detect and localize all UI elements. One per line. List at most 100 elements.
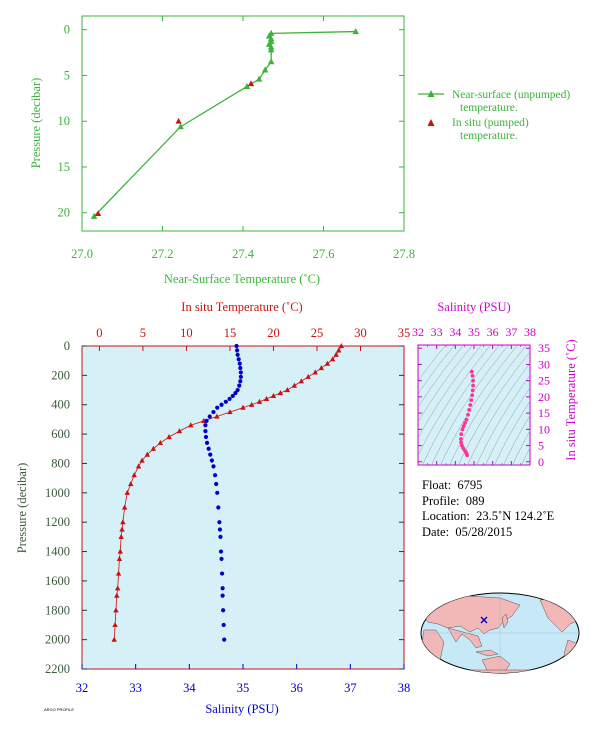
chart2-bottom-tick-label: 38 <box>398 681 411 695</box>
unpumped-point <box>243 82 251 89</box>
salinity-point <box>217 520 222 525</box>
near-surface-temperature-chart: 27.0 27.2 27.4 27.6 27.8 0 5 10 15 20 Near-Surfac… <box>29 15 570 286</box>
density-contour-line <box>418 345 482 439</box>
salinity-point <box>234 348 240 353</box>
chart3-y-tick-label: 25 <box>538 374 550 388</box>
salinity-point <box>206 446 211 451</box>
footer-text: ARGO PROFILE <box>44 707 75 712</box>
salinity-point <box>203 429 208 434</box>
legend-marker-pumped <box>427 119 435 126</box>
salinity-point <box>212 473 218 478</box>
temperature-point <box>284 387 291 393</box>
density-contour-line <box>418 345 464 408</box>
ts-point <box>465 453 469 458</box>
salinity-point <box>235 387 240 393</box>
float-info-panel: Float: 6795 Profile: 089 Location: 23.5˚… <box>422 478 554 540</box>
float-location-cross-icon <box>480 616 488 624</box>
chart3-x-tick-label: 32 <box>412 325 424 339</box>
chart1-y-tick-label: 10 <box>58 114 71 128</box>
ts-point <box>469 369 474 374</box>
pumped-point <box>247 80 255 87</box>
temperature-salinity-chart: 32 33 34 35 36 37 38 0 5 10 15 20 25 30 35 Salinity (P… <box>412 300 578 469</box>
chart2-y-tick-label: 0 <box>64 339 70 353</box>
ts-point <box>464 417 469 422</box>
salinity-point <box>238 374 243 379</box>
profile-label: Profile: <box>422 493 460 508</box>
chart3-y-tick-label: 5 <box>538 439 544 453</box>
salinity-point <box>235 352 240 357</box>
chart3-x-tick-label: 33 <box>431 325 443 339</box>
location-value: 23.5˚N 124.2˚E <box>476 509 555 523</box>
salinity-point <box>237 383 242 388</box>
chart2-bottom-tick-label: 37 <box>344 681 357 695</box>
chart2-bottom-tick-label: 35 <box>237 681 250 695</box>
density-contours <box>418 345 530 465</box>
chart3-x-tick-label: 35 <box>468 325 480 339</box>
temperature-point <box>333 351 339 357</box>
chart3-y-tick-label: 15 <box>538 406 550 420</box>
chart2-y-tick-label: 2200 <box>45 662 70 676</box>
density-contour-line <box>418 345 473 423</box>
temperature-point <box>249 401 255 407</box>
temperature-point <box>298 378 305 384</box>
unpumped-point <box>267 58 275 65</box>
temperature-point <box>324 360 331 366</box>
chart1-x-tick-label: 27.6 <box>313 247 335 261</box>
date-row: Date: 05/28/2015 <box>422 525 554 541</box>
chart2-top-tick-label: 25 <box>311 326 324 340</box>
temperature-point <box>336 347 342 353</box>
temperature-point <box>124 489 130 495</box>
date-label: Date: <box>422 524 450 539</box>
chart2-top-tick-label: 15 <box>224 326 237 340</box>
chart1-x-tick-label: 27.8 <box>393 247 415 261</box>
chart1-legend: Near-surface (unpumped) temperature. In s… <box>418 89 570 142</box>
legend-marker-unpumped <box>427 90 435 97</box>
chart1-x-axis-label: Near-Surface Temperature (˚C) <box>164 272 320 286</box>
salinity-point <box>222 637 227 642</box>
chart1-x-tick-label: 27.2 <box>152 247 174 261</box>
unpumped-point <box>261 66 269 73</box>
chart2-y-tick-label: 200 <box>51 368 70 382</box>
chart2-top-tick-label: 0 <box>96 326 102 340</box>
density-contour-line <box>440 345 518 465</box>
salinity-point <box>234 343 239 349</box>
temperature-point <box>150 445 157 451</box>
density-contour-line <box>503 414 530 465</box>
unpumped-point <box>352 27 359 35</box>
chart2-top-tick-label: 30 <box>354 326 367 340</box>
temperature-point <box>111 636 117 642</box>
depth-profile-chart: 0200400600800100012001400160018002000220… <box>15 300 410 716</box>
salinity-point <box>204 418 209 423</box>
unpumped-point <box>255 75 263 82</box>
salinity-point <box>204 440 210 445</box>
temperature-point <box>131 472 137 478</box>
chart1-x-tick-label: 27.0 <box>71 247 93 261</box>
location-label: Location: <box>422 509 470 523</box>
temperature-point <box>214 413 220 419</box>
chart2-y-tick-label: 600 <box>51 427 70 441</box>
temperature-point <box>112 621 118 628</box>
temperature-point <box>188 422 194 428</box>
salinity-point <box>216 505 221 510</box>
temperature-point <box>128 481 134 487</box>
density-contour-line <box>521 446 530 465</box>
location-row: Location: 23.5˚N 124.2˚E <box>422 509 554 525</box>
temperature-point <box>277 389 284 396</box>
salinity-point <box>221 622 226 628</box>
salinity-point <box>203 423 208 428</box>
temperature-point <box>240 404 246 410</box>
salinity-point <box>207 414 212 419</box>
salinity-point <box>218 534 223 539</box>
salinity-point <box>238 365 243 371</box>
ts-point <box>471 378 475 383</box>
density-contour-line <box>422 345 500 465</box>
temperature-point <box>338 343 345 349</box>
chart1-frame <box>81 15 405 232</box>
density-contour-line <box>485 387 530 465</box>
temperature-point <box>318 365 325 371</box>
temperature-point <box>157 439 164 445</box>
salinity-point <box>238 379 243 384</box>
salinity-point <box>223 399 228 404</box>
chart2-top-tick-label: 35 <box>398 326 411 340</box>
temperature-point <box>118 533 124 539</box>
